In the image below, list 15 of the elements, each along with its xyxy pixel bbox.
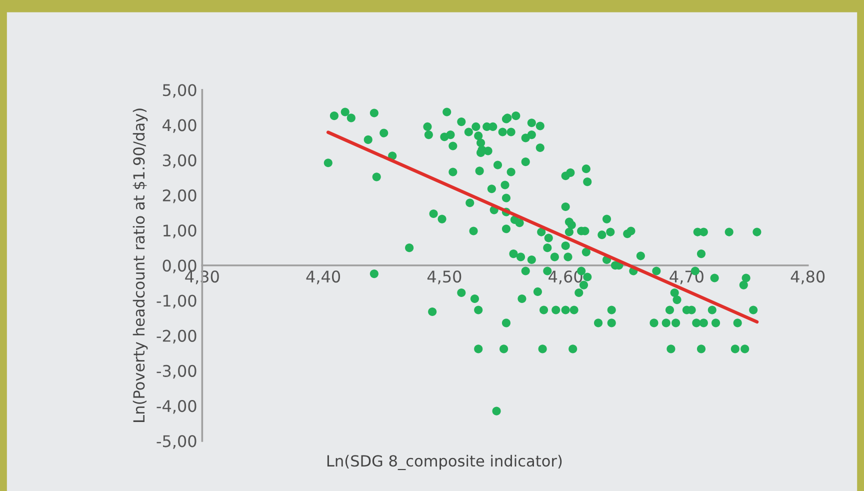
x-axis-title: Ln(SDG 8_composite indicator) xyxy=(327,454,562,470)
y-tick-label: -5,00 xyxy=(156,435,196,449)
y-tick-label: 3,00 xyxy=(162,154,196,168)
y-tick-label: -3,00 xyxy=(156,364,196,379)
y-tick-label: 2,00 xyxy=(162,189,196,204)
y-tick-label: 5,00 xyxy=(162,84,196,98)
x-tick-label: 4,50 xyxy=(427,270,462,284)
y-tick-label: -2,00 xyxy=(156,330,196,344)
x-tick-label: 4,80 xyxy=(790,270,825,284)
x-tick-label: 4,40 xyxy=(306,270,340,284)
y-tick-label: 4,00 xyxy=(162,119,196,133)
y-axis-title: Ln(Poverty headcount ratio at $1.90/day) xyxy=(132,108,148,422)
y-tick-label: -1,00 xyxy=(156,294,196,308)
y-tick-label: -4,00 xyxy=(156,400,196,414)
y-tick-label: 1,00 xyxy=(164,224,196,238)
